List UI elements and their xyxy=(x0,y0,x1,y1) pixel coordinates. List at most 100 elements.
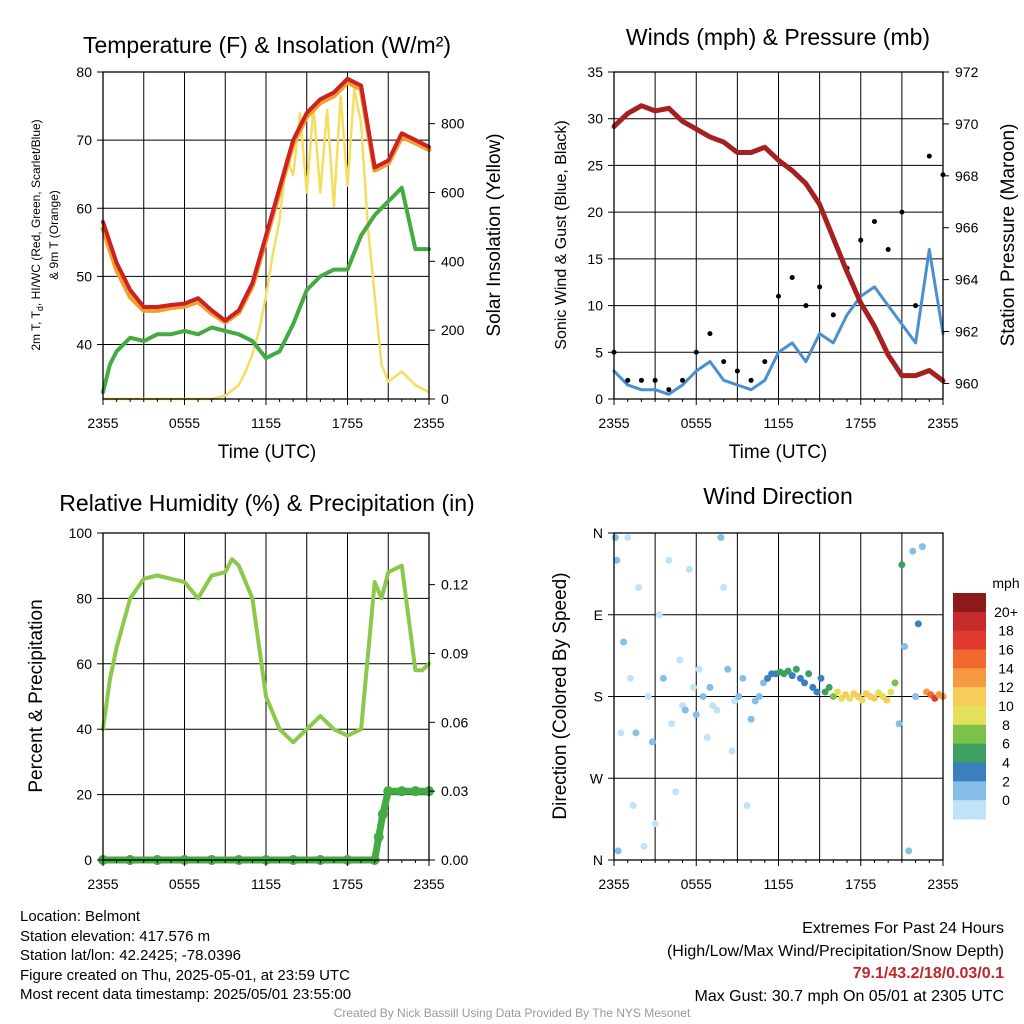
y2-tick-label: 0.03 xyxy=(441,783,468,799)
direction-point xyxy=(784,667,792,675)
gust-point xyxy=(926,153,932,159)
y-axis-label: Percent & Precipitation xyxy=(26,599,47,792)
y-tick-label: 60 xyxy=(76,656,92,672)
colorbar-label: 8 xyxy=(1002,717,1010,733)
gust-point xyxy=(748,377,754,383)
direction-point xyxy=(720,584,728,591)
y2-tick-label: 970 xyxy=(955,116,979,132)
gust-point xyxy=(803,303,809,309)
direction-point xyxy=(629,802,637,809)
direction-point xyxy=(706,683,714,691)
y-tick-label: 20 xyxy=(587,204,603,220)
direction-point xyxy=(624,534,632,542)
y2-tick-label: 200 xyxy=(441,322,465,338)
direction-point xyxy=(690,683,698,691)
y-tick-label: 10 xyxy=(587,298,603,314)
location-text: Location: Belmont xyxy=(20,908,141,925)
direction-point xyxy=(713,706,721,714)
direction-point xyxy=(821,688,829,696)
chart-title: Wind Direction xyxy=(703,483,853,509)
axes: 2355 0555 1155 1755 235540506070800200400600… xyxy=(76,64,464,431)
direction-point xyxy=(909,547,917,555)
direction-point xyxy=(918,543,926,551)
direction-point xyxy=(796,674,804,682)
direction-point xyxy=(699,693,707,700)
y2-tick-label: 962 xyxy=(955,324,979,340)
x-tick-label: 2355 xyxy=(87,415,118,431)
colorbar-swatch xyxy=(953,668,986,688)
direction-point xyxy=(632,729,640,737)
colorbar-swatch xyxy=(953,630,986,650)
direction-point xyxy=(792,665,800,673)
precipitation-series-point xyxy=(383,786,394,797)
x-tick-label: 1755 xyxy=(845,876,876,892)
gust-point xyxy=(899,209,905,215)
axes: 2355 0555 1155 1755 2355 0 5 10 15 20 25 30 35 960 962… xyxy=(587,64,978,431)
y-tick-label: S xyxy=(594,689,603,705)
x-axis-label: Time (UTC) xyxy=(729,442,828,463)
direction-point xyxy=(640,842,648,850)
gust-point xyxy=(652,377,658,383)
direction-point xyxy=(731,697,739,705)
direction-point xyxy=(755,693,763,700)
direction-point xyxy=(870,694,878,702)
colorbar-label: 0 xyxy=(1002,792,1010,808)
axes: 2355 0555 1155 1755 2355 N W S E N xyxy=(590,525,959,892)
direction-point xyxy=(651,820,659,828)
y2-tick-label: 964 xyxy=(955,272,979,288)
chart-title: Relative Humidity (%) & Precipitation (i… xyxy=(59,490,474,516)
winds-panel: Winds (mph) & Pressure (mb) 2355 0555 1155… xyxy=(553,24,1019,463)
y-tick-label: 100 xyxy=(69,525,93,541)
gust-point xyxy=(625,377,631,383)
y-axis-label: 2m T, Td, HI/WC (Red, Green, Scarlet/Blu… xyxy=(29,119,45,350)
y-axis-label-part: , HI/WC (Red, Green, Scarlet/Blue) xyxy=(29,119,43,306)
y2-tick-label: 966 xyxy=(955,220,979,236)
y-tick-label: 35 xyxy=(587,64,603,80)
direction-point xyxy=(912,693,920,700)
direction-point xyxy=(681,706,689,714)
x-tick-label: 1755 xyxy=(332,415,363,431)
series-group xyxy=(611,103,946,396)
direction-point xyxy=(613,556,621,564)
temperature-panel: Temperature (F) & Insolation (W/m²) 2355… xyxy=(29,32,505,463)
colorbar-swatch xyxy=(953,611,986,632)
direction-point xyxy=(611,534,619,542)
recent-data-text: Most recent data timestamp: 2025/05/01 2… xyxy=(20,986,352,1003)
colorbar-title: mph xyxy=(992,575,1019,591)
y2-tick-label: 972 xyxy=(955,64,979,80)
direction-point xyxy=(751,697,759,705)
extremes-subheading: (High/Low/Max Wind/Precipitation/Snow De… xyxy=(666,942,1004,960)
y-tick-label: 80 xyxy=(76,64,92,80)
direction-point xyxy=(692,711,700,719)
extremes-info: Extremes For Past 24 Hours (High/Low/Max… xyxy=(667,918,1004,1008)
colorbar-label: 20+ xyxy=(994,604,1018,620)
y-tick-label: N xyxy=(593,525,603,541)
gust-point xyxy=(776,293,781,299)
direction-point xyxy=(813,688,821,696)
max-gust-text: Max Gust: 30.7 mph On 05/01 at 2305 UTC xyxy=(694,987,1005,1005)
y-tick-label: 20 xyxy=(76,787,92,803)
x-tick-label: 2355 xyxy=(927,876,958,892)
x-tick-label: 1755 xyxy=(845,415,876,431)
direction-point xyxy=(709,702,717,710)
precipitation-series-point xyxy=(373,832,384,843)
direction-point xyxy=(759,679,767,687)
colorbar-swatch xyxy=(953,593,986,613)
direction-point xyxy=(825,683,833,691)
gust-point xyxy=(666,387,672,393)
direction-point xyxy=(665,556,673,564)
grid xyxy=(614,71,943,400)
direction-point xyxy=(703,733,711,741)
direction-point xyxy=(626,674,634,682)
direction-point xyxy=(858,696,866,704)
temperature-series-line xyxy=(101,76,431,323)
colorbar-swatch xyxy=(953,762,986,782)
y-tick-label: 5 xyxy=(595,344,603,360)
direction-point xyxy=(833,688,841,696)
y2-tick-label: 400 xyxy=(441,253,465,269)
direction-point xyxy=(901,643,909,651)
x-tick-label: 0555 xyxy=(169,415,200,431)
colorbar-label: 12 xyxy=(998,679,1014,695)
y-axis-label-subscript: d xyxy=(35,306,45,311)
